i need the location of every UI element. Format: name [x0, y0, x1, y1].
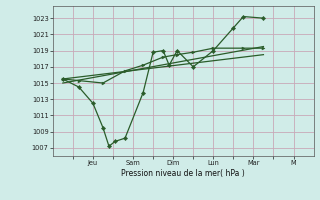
X-axis label: Pression niveau de la mer( hPa ): Pression niveau de la mer( hPa )	[121, 169, 245, 178]
